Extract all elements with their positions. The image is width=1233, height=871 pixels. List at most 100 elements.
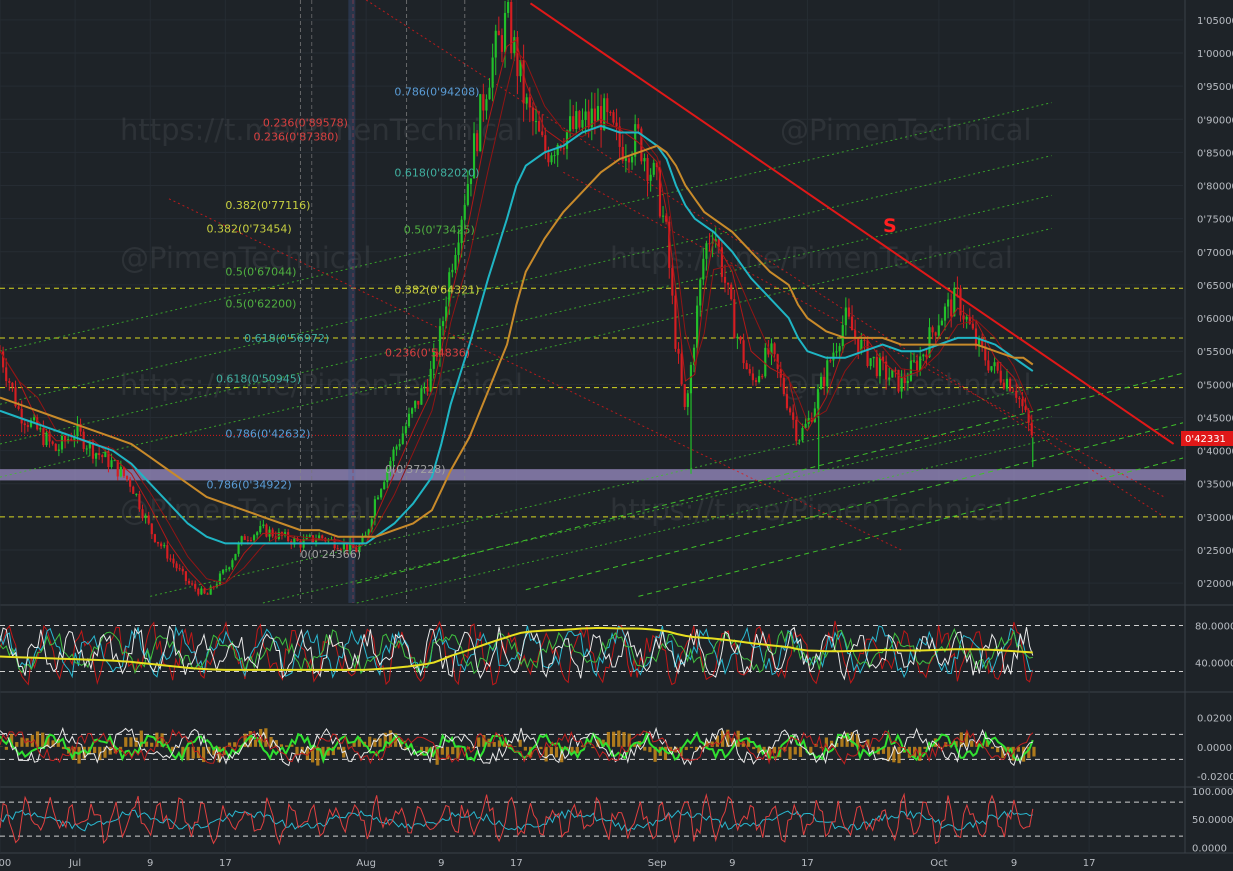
- candle-body: [819, 376, 823, 390]
- candle-body: [770, 343, 773, 355]
- histogram-bar: [456, 746, 460, 759]
- candle-body: [881, 356, 885, 362]
- time-axis-label: 17: [1083, 858, 1096, 869]
- histogram-bar: [191, 746, 195, 759]
- histogram-bar: [4, 746, 8, 750]
- candle-body: [311, 535, 315, 543]
- histogram-bar: [35, 731, 40, 747]
- histogram-bar: [736, 730, 740, 747]
- candle-body: [144, 515, 147, 519]
- histogram-bar: [30, 734, 34, 747]
- watermark-telegram: https://t.me/PimenTechnical: [610, 493, 1013, 527]
- candle-body: [156, 541, 160, 544]
- candle-body: [259, 526, 262, 533]
- candle-body: [26, 425, 29, 427]
- histogram-bar: [285, 745, 289, 747]
- histogram-bar: [435, 746, 439, 765]
- histogram-bar: [622, 732, 626, 747]
- histogram-bar: [336, 746, 341, 750]
- histogram-bar: [388, 730, 393, 747]
- candle-body: [101, 455, 104, 458]
- candle-body: [850, 316, 854, 331]
- time-axis-label: 17: [510, 858, 523, 869]
- candle-body: [318, 535, 321, 540]
- candle-body: [813, 408, 816, 422]
- candle-body: [507, 2, 510, 13]
- oscillator-cyan-line: [0, 809, 1033, 832]
- oscillator-pane-3: 100.0000 50.0000 0.0000: [0, 787, 1233, 854]
- histogram-bar: [46, 735, 50, 747]
- candle-body: [476, 133, 479, 152]
- channel-line: [150, 382, 1052, 597]
- candle-body: [1027, 410, 1030, 423]
- histogram-bar: [368, 736, 372, 747]
- candle-body: [14, 386, 17, 407]
- histogram-bar: [352, 741, 356, 747]
- histogram-bar: [601, 739, 605, 747]
- pane1-axis-label: 80.0000: [1195, 621, 1233, 632]
- histogram-bar: [990, 746, 995, 749]
- candle-body: [488, 87, 491, 100]
- candle-body: [785, 394, 789, 409]
- candle-body: [736, 336, 739, 339]
- histogram-bar: [202, 746, 206, 763]
- candle-body: [748, 369, 751, 374]
- fib-level-label: 0.618(0'50945): [216, 372, 301, 385]
- histogram-bar: [591, 746, 595, 749]
- candle-body: [491, 57, 494, 88]
- candle-body: [767, 347, 770, 355]
- candle-body: [652, 162, 655, 175]
- time-axis-label: 9: [1011, 858, 1017, 869]
- candle-body: [863, 339, 866, 341]
- candle-body: [739, 336, 742, 341]
- candle-body: [463, 204, 466, 220]
- histogram-bar: [793, 746, 797, 755]
- time-axis-label: Jul: [68, 858, 81, 869]
- histogram-bar: [508, 744, 512, 747]
- candle-body: [615, 122, 618, 127]
- candle-body: [392, 449, 395, 462]
- histogram-bar: [964, 732, 969, 747]
- candle-body: [823, 376, 826, 387]
- candle-body: [658, 167, 662, 217]
- candle-body: [225, 569, 228, 571]
- candle-body: [147, 515, 150, 524]
- candle-body: [838, 346, 841, 352]
- histogram-bar: [440, 746, 444, 755]
- histogram-bar: [726, 729, 730, 747]
- histogram-bar: [824, 737, 828, 747]
- candle-body: [358, 544, 361, 553]
- highlight-column: [348, 0, 356, 603]
- candle-body: [671, 267, 674, 296]
- histogram-bar: [347, 746, 351, 748]
- histogram-bar: [150, 742, 154, 747]
- candle-body: [934, 332, 937, 336]
- candle-body: [931, 327, 934, 333]
- candle-body: [472, 133, 476, 179]
- candle-body: [977, 337, 981, 347]
- oscillator-red: [0, 620, 1034, 686]
- histogram-bar: [243, 733, 247, 747]
- time-axis-label: Sep: [648, 858, 667, 869]
- histogram-bar: [77, 746, 81, 764]
- candle-body: [482, 94, 485, 111]
- fib-level-label: 0.382(0'73454): [207, 223, 292, 236]
- candle-body: [94, 453, 98, 459]
- candle-body: [940, 320, 943, 326]
- histogram-bar: [61, 746, 66, 750]
- candle-body: [107, 451, 110, 468]
- candle-body: [265, 524, 268, 537]
- candle-body: [172, 558, 175, 564]
- candle-body: [550, 155, 553, 163]
- candle-body: [448, 272, 451, 307]
- candle-body: [85, 448, 88, 450]
- candle-body: [342, 543, 345, 550]
- histogram-bar: [404, 746, 408, 750]
- histogram-bar: [290, 744, 294, 747]
- histogram-bar: [554, 746, 559, 758]
